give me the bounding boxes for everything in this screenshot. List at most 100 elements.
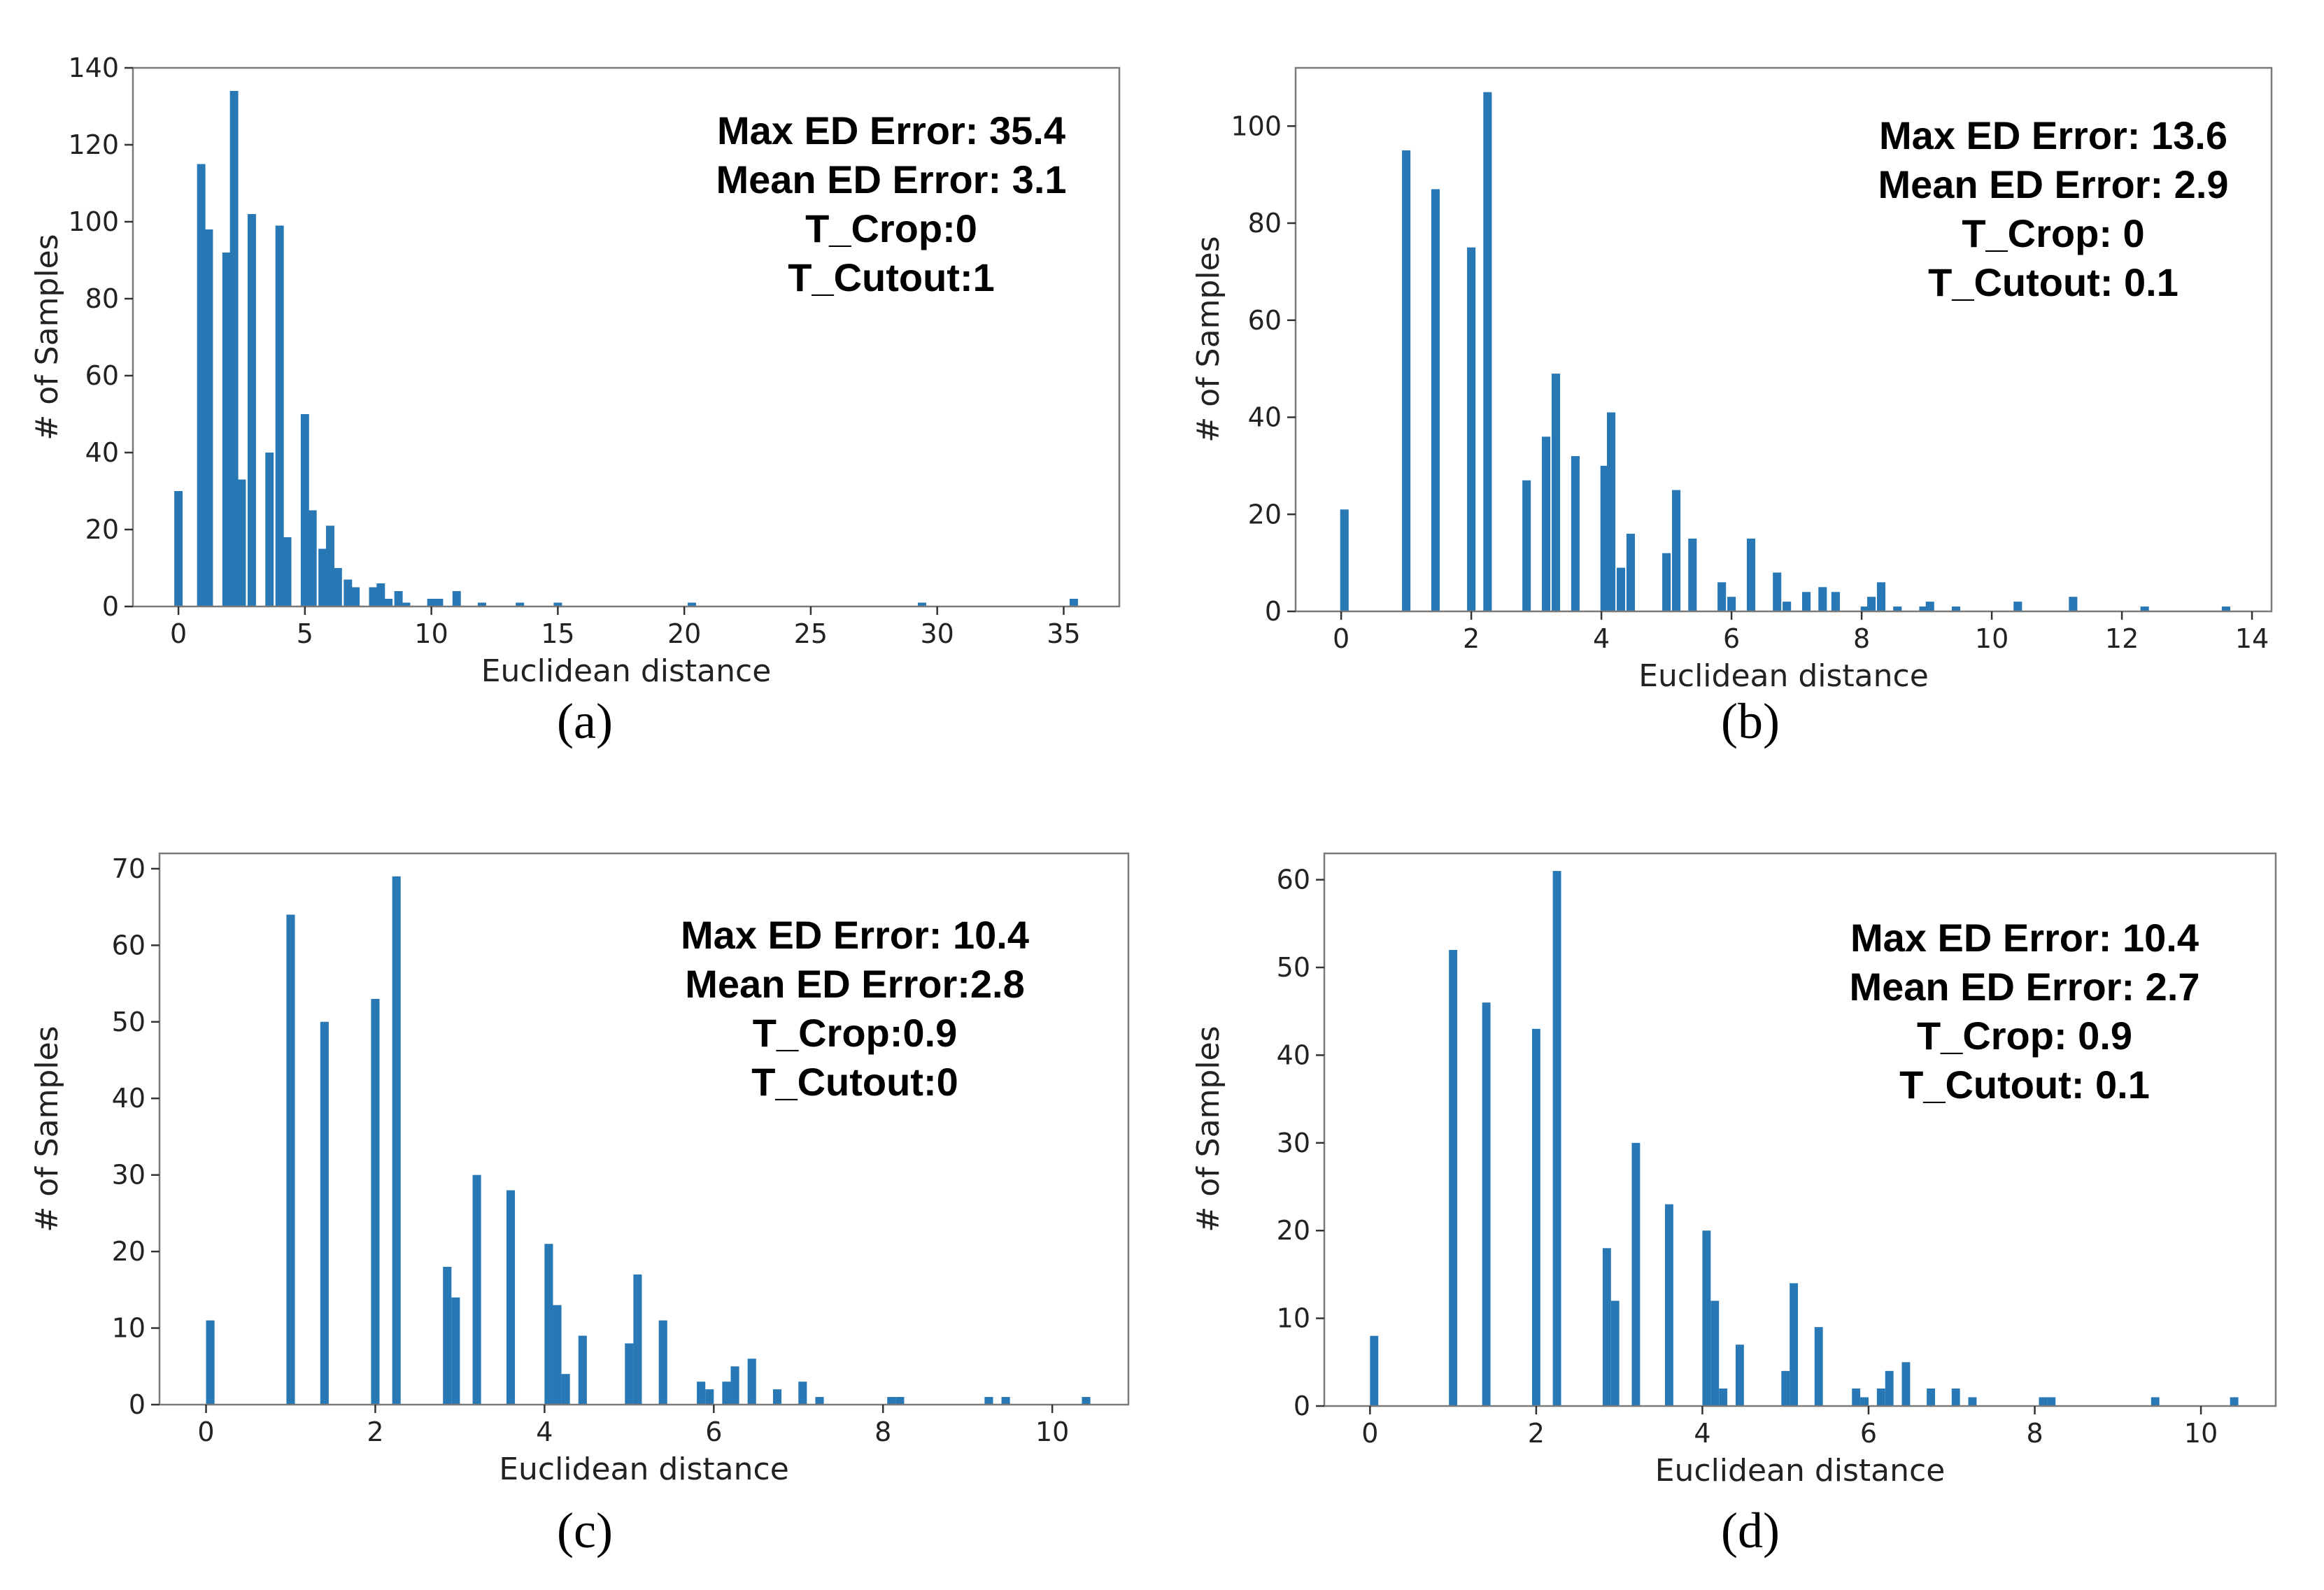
- stats-annotation: Max ED Error: 10.4: [1850, 916, 2199, 960]
- bar: [197, 164, 206, 606]
- panel-caption: (c): [557, 1503, 613, 1559]
- bar: [1951, 1388, 1960, 1406]
- x-tick-label: 10: [1035, 1417, 1069, 1447]
- y-tick-label: 140: [68, 52, 119, 83]
- x-tick-label: 0: [1361, 1418, 1378, 1449]
- x-axis-label: Euclidean distance: [499, 1451, 789, 1487]
- x-tick-label: 6: [705, 1417, 722, 1447]
- y-tick-label: 20: [1248, 499, 1282, 530]
- bar: [1852, 1388, 1861, 1406]
- bar: [1790, 1283, 1799, 1406]
- bar: [1831, 592, 1840, 611]
- bar: [320, 1021, 329, 1405]
- y-tick-label: 0: [1265, 596, 1282, 627]
- bar: [384, 599, 393, 606]
- bar: [1735, 1344, 1744, 1406]
- bar: [1431, 189, 1440, 611]
- y-tick-label: 10: [1277, 1303, 1310, 1334]
- bar: [1340, 509, 1349, 611]
- bar: [472, 1174, 481, 1405]
- x-tick-label: 30: [921, 618, 954, 649]
- panel-caption: (b): [1721, 693, 1780, 749]
- bar: [697, 1382, 706, 1405]
- bar: [318, 548, 327, 606]
- bar: [1571, 456, 1580, 611]
- x-axis-label: Euclidean distance: [1638, 658, 1929, 694]
- bar: [402, 602, 411, 606]
- bar: [1893, 606, 1902, 611]
- x-tick-label: 4: [1694, 1418, 1710, 1449]
- bar: [658, 1320, 667, 1405]
- bar: [1552, 871, 1561, 1406]
- plot-frame: [1294, 66, 2273, 613]
- bar: [772, 1389, 782, 1405]
- bar: [1616, 567, 1626, 611]
- bar: [506, 1190, 516, 1405]
- stats-annotation: T_Cutout: 0.1: [1928, 260, 2178, 304]
- bar: [427, 599, 436, 606]
- y-tick-label: 30: [112, 1160, 146, 1191]
- x-tick-label: 10: [2184, 1418, 2218, 1449]
- bar: [2047, 1397, 2056, 1406]
- bar: [434, 599, 444, 606]
- bar: [633, 1274, 642, 1405]
- bar: [1672, 490, 1681, 611]
- bar: [1746, 538, 1756, 611]
- bar: [174, 491, 183, 606]
- x-tick-label: 6: [1860, 1418, 1877, 1449]
- bar: [1710, 1300, 1720, 1406]
- y-tick-label: 100: [1231, 111, 1282, 141]
- y-tick-label: 100: [68, 206, 119, 237]
- y-axis-label: # of Samples: [1191, 236, 1226, 442]
- x-tick-label: 2: [367, 1417, 383, 1447]
- bar: [451, 1297, 460, 1405]
- bar: [918, 602, 926, 606]
- bar: [1600, 465, 1609, 611]
- stats-annotation: Mean ED Error: 3.1: [716, 157, 1066, 201]
- y-tick-label: 20: [112, 1236, 146, 1267]
- x-tick-label: 12: [2105, 623, 2139, 654]
- bar: [371, 998, 380, 1405]
- chart-panel-d: 0 2 4 6 8 10 0 10 20 30 40 50 60 Euclidean distance # …: [1191, 852, 2277, 1559]
- bar: [1626, 534, 1635, 611]
- plot-frame: [1323, 852, 2277, 1407]
- bar: [1631, 1142, 1641, 1406]
- y-tick-label: 20: [1277, 1215, 1310, 1246]
- x-tick-label: 5: [297, 618, 313, 649]
- x-tick-label: 20: [667, 618, 701, 649]
- bar: [1069, 599, 1078, 606]
- bar: [204, 229, 213, 606]
- y-tick-label: 80: [85, 283, 119, 314]
- bar: [1467, 247, 1476, 611]
- bar: [1876, 582, 1886, 611]
- y-tick-label: 40: [85, 437, 119, 468]
- bar: [1783, 602, 1792, 611]
- x-tick-label: 35: [1047, 618, 1080, 649]
- stats-annotation: Max ED Error: 10.4: [681, 913, 1029, 957]
- y-tick-label: 40: [1277, 1039, 1310, 1070]
- bar: [333, 568, 342, 606]
- bar: [1602, 1248, 1611, 1406]
- bar: [815, 1397, 824, 1405]
- bar: [286, 914, 295, 1405]
- y-tick-label: 60: [85, 360, 119, 391]
- bar: [1717, 582, 1727, 611]
- bar: [351, 587, 360, 606]
- y-tick-label: 40: [1248, 402, 1282, 433]
- bar: [326, 525, 334, 606]
- bar: [265, 453, 274, 606]
- x-tick-label: 0: [170, 618, 187, 649]
- y-tick-label: 0: [102, 591, 119, 622]
- bar: [1860, 1397, 1869, 1406]
- bar: [283, 537, 292, 606]
- x-tick-label: 6: [1723, 623, 1740, 654]
- bar: [1885, 1370, 1894, 1406]
- bar: [1802, 592, 1811, 611]
- y-axis-label: # of Samples: [1191, 1025, 1226, 1232]
- plot-frame: [132, 66, 1121, 608]
- bar: [1702, 1230, 1711, 1406]
- x-axis-label: Euclidean distance: [1655, 1453, 1946, 1489]
- y-tick-label: 50: [112, 1007, 146, 1037]
- bar: [553, 602, 562, 606]
- y-tick-label: 0: [1294, 1391, 1310, 1421]
